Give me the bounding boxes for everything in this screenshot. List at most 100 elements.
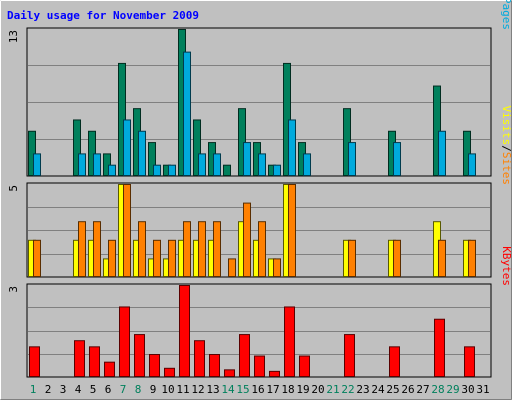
day-label: 17: [266, 383, 279, 396]
hits-bar: [463, 130, 471, 176]
pages-bar: [213, 153, 221, 176]
visits-sites-panel: 5 Visits/Sites: [7, 106, 512, 278]
kbytes-bar: [194, 340, 205, 378]
pages-bar: [288, 119, 296, 176]
pages-bar: [243, 142, 251, 176]
sites-bar: [243, 202, 251, 278]
kbytes-bar: [344, 334, 355, 378]
hits-bar: [73, 119, 81, 176]
day-label: 16: [251, 383, 264, 396]
pages-bar: [348, 142, 356, 176]
kbytes-panel: 3 KBytes: [7, 246, 512, 378]
day-label: 11: [176, 383, 189, 396]
pages-bar: [273, 164, 281, 176]
kbytes-bar: [224, 369, 235, 378]
pages-bar: [168, 164, 176, 176]
day-label: 20: [311, 383, 324, 396]
pages-bar: [33, 153, 41, 176]
sites-bar: [153, 239, 161, 278]
chart-title: Daily usage for November 2009: [7, 9, 199, 22]
kbytes-bar: [464, 346, 475, 378]
sites-bar: [93, 221, 101, 277]
pages-bar: [153, 164, 161, 176]
day-label: 31: [476, 383, 489, 396]
day-label: 26: [401, 383, 414, 396]
sites-bar: [123, 184, 131, 277]
kbytes-bar: [209, 354, 220, 377]
day-label: 12: [191, 383, 204, 396]
kbytes-bar: [299, 355, 310, 377]
hits-bar: [193, 119, 201, 176]
pages-bar: [123, 119, 131, 176]
legend-separator: /: [500, 145, 512, 152]
pages-bar: [78, 153, 86, 176]
day-label: 19: [296, 383, 309, 396]
pages-bar: [183, 51, 191, 176]
sites-bar: [393, 239, 401, 278]
y-max-label: 3: [7, 286, 20, 293]
legend: Hits/Files/Pages: [500, 0, 512, 30]
legend: Visits/Sites: [500, 106, 512, 186]
day-label: 30: [461, 383, 474, 396]
day-label: 4: [75, 383, 82, 396]
kbytes-bar: [269, 370, 280, 378]
y-max-label: 13: [7, 30, 20, 43]
day-axis: 1 2 3 4 5 6 7 8 9 10 11 12 13 14 15 16 17 18 19 20 21 22 23 24 2…: [30, 383, 490, 396]
kbytes-bar: [164, 367, 175, 377]
hits-bar: [28, 130, 36, 176]
hits-bar: [283, 62, 291, 176]
legend-sites: Sites: [500, 152, 512, 185]
pages-bar: [303, 153, 311, 176]
day-label: 10: [161, 383, 174, 396]
hits-bar: [433, 85, 441, 176]
sites-bar: [348, 239, 356, 278]
day-label: 6: [105, 383, 112, 396]
kbytes-bar: [149, 354, 160, 377]
day-label: 27: [416, 383, 429, 396]
day-label: 5: [90, 383, 97, 396]
sites-bar: [228, 258, 236, 277]
pages-bar: [138, 130, 146, 176]
sites-bar: [78, 221, 86, 277]
kbytes-bar: [134, 334, 145, 378]
kbytes-bar: [179, 285, 190, 377]
day-label: 3: [60, 383, 67, 396]
day-label: 7: [120, 383, 127, 396]
sites-bar: [183, 221, 191, 277]
sites-bar: [258, 221, 266, 277]
pages-bar: [438, 130, 446, 176]
sites-bar: [108, 239, 116, 278]
day-label: 2: [45, 383, 52, 396]
kbytes-bar: [389, 346, 400, 378]
pages-bar: [93, 153, 101, 176]
pages-bar: [198, 153, 206, 176]
kbytes-bar: [119, 306, 130, 378]
legend-visits: Visits: [500, 106, 512, 146]
legend: KBytes: [500, 246, 512, 286]
panel-frame: [26, 283, 492, 378]
pages-bar: [258, 153, 266, 176]
kbytes-bar: [434, 318, 445, 378]
legend-kbytes: KBytes: [500, 246, 512, 286]
sites-bar: [168, 239, 176, 278]
pages-bar: [393, 142, 401, 176]
y-max-label: 5: [7, 185, 20, 192]
day-label: 21: [326, 383, 339, 396]
panel-frame: [26, 182, 492, 278]
hits-bar: [88, 130, 96, 176]
day-label: 29: [446, 383, 459, 396]
sites-bar: [438, 239, 446, 278]
sites-bar: [468, 239, 476, 278]
day-label: 24: [371, 383, 385, 396]
day-label: 28: [431, 383, 444, 396]
hits-bar: [148, 142, 156, 176]
day-label: 1: [30, 383, 37, 396]
sites-bar: [213, 221, 221, 277]
pages-bar: [108, 164, 116, 176]
kbytes-bar: [104, 361, 115, 377]
day-label: 22: [341, 383, 354, 396]
sites-bar: [198, 221, 206, 277]
kbytes-bar: [284, 306, 295, 378]
